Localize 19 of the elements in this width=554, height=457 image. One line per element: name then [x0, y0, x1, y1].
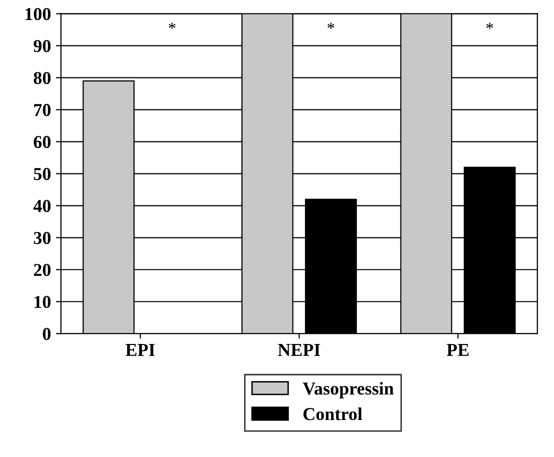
y-tick-label: 40 — [33, 200, 51, 212]
x-tick-label: EPI — [126, 344, 155, 356]
annotation: * — [328, 22, 334, 29]
y-tick-label: 50 — [34, 168, 51, 180]
legend-label: Control — [303, 407, 362, 420]
legend-label: Vasopressin — [302, 382, 394, 398]
annotation: * — [168, 22, 176, 29]
y-tick-label: 100 — [26, 8, 51, 20]
y-tick-label: 20 — [34, 264, 51, 276]
x-tick-label: NEPI — [278, 344, 320, 356]
y-tick-label: 30 — [34, 232, 51, 244]
y-tick-label: 90 — [34, 40, 51, 52]
annotation: * — [486, 22, 494, 29]
y-tick-label: 80 — [34, 72, 51, 84]
x-tick-label: PE — [446, 344, 469, 356]
y-tick-label: 60 — [34, 136, 51, 148]
y-tick-label: 0 — [42, 328, 51, 340]
y-tick-label: 70 — [34, 104, 51, 116]
y-tick-label: 10 — [34, 296, 51, 308]
